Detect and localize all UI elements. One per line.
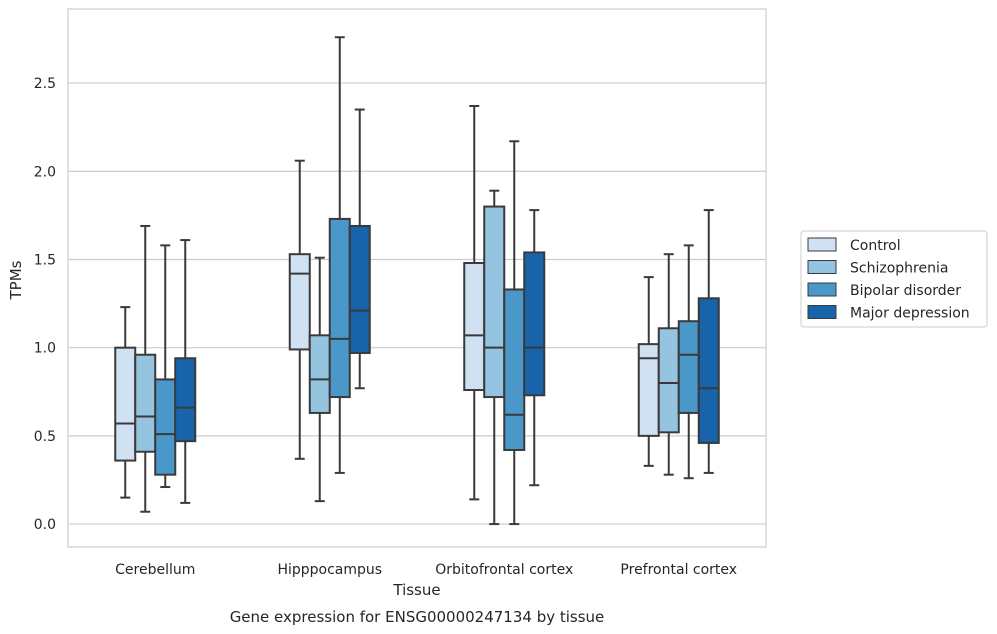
box-group [288,159,311,460]
x-tick-label: Hipppocampus [277,562,382,578]
x-axis-title: Tissue [392,581,440,599]
box-group [503,140,526,526]
x-tick-label: Prefrontal cortex [620,562,737,578]
legend-swatch [807,237,837,252]
box-group [523,209,546,487]
chart-caption: Gene expression for ENSG00000247134 by t… [230,608,605,626]
y-tick-label: 2.0 [34,164,56,180]
box-group [483,189,506,526]
plot-frame [67,8,767,548]
box-group [463,105,486,501]
box [523,251,546,397]
box [463,262,486,392]
box [288,253,311,351]
y-tick-label: 2.5 [34,76,56,92]
box-group [657,253,680,476]
box-group [328,36,351,474]
legend-swatch [807,260,837,274]
box-group [348,108,371,390]
legend-swatch [807,282,837,297]
y-tick-label: 1.5 [34,252,56,268]
x-tick-labels: Cerebellum Hipppocampus Orbitofrontal cort… [115,562,737,578]
legend-label: Control [850,238,901,254]
box [503,288,526,451]
legend-label: Major depression [850,306,970,322]
y-axis-title: TPMs [7,260,25,300]
y-tick-labels: 0.0 0.5 1.0 1.5 2.0 2.5 [34,76,56,533]
x-tick-label: Orbitofrontal cortex [435,562,573,578]
legend-frame [800,230,988,328]
box-group [697,209,720,474]
x-tick-label: Cerebellum [115,562,195,578]
box [697,297,720,444]
legend-swatch [807,305,837,319]
legend-label: Bipolar disorder [850,283,961,299]
box [483,205,506,399]
box [657,327,680,434]
box [677,320,700,414]
box-group [134,224,157,513]
box [174,357,197,443]
box [134,353,157,453]
box [154,378,177,476]
y-tick-label: 0.5 [34,429,56,445]
box [348,224,371,354]
box-group [637,276,660,467]
box [328,217,351,399]
y-tick-label: 0.0 [34,517,56,533]
box [308,334,331,414]
box-group [174,239,197,504]
box-group [154,244,177,489]
box-group [677,244,700,480]
y-tick-label: 1.0 [34,341,56,357]
boxes [114,36,720,526]
legend-label: Schizophrenia [850,261,948,277]
box [114,346,137,462]
box-group [308,256,331,503]
box-group [114,306,137,499]
legend: Control Schizophrenia Bipolar disorder Majo… [800,230,988,328]
